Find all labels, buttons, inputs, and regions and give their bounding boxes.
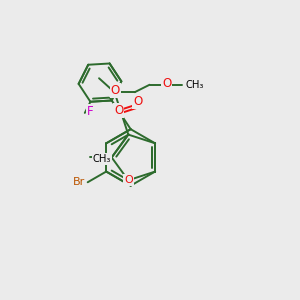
Text: O: O — [124, 175, 133, 185]
Text: Br: Br — [73, 177, 85, 187]
Text: O: O — [114, 104, 124, 117]
Text: O: O — [110, 84, 120, 97]
Text: CH₃: CH₃ — [93, 154, 111, 164]
Text: CH₃: CH₃ — [185, 80, 204, 90]
Text: F: F — [87, 105, 94, 118]
Text: O: O — [162, 77, 171, 90]
Text: O: O — [133, 95, 142, 108]
